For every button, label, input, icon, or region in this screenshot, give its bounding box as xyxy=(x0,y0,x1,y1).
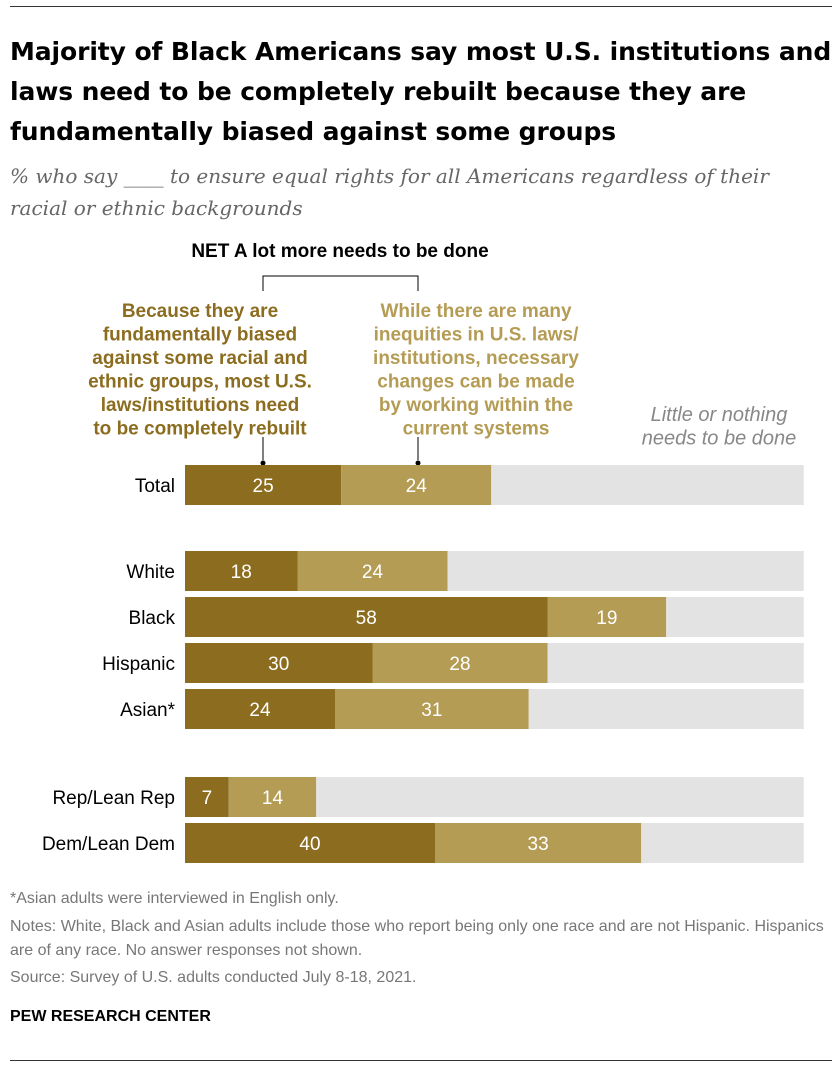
series-annotation-2: While there are many inequities in U.S. l… xyxy=(373,301,579,440)
data-label: 33 xyxy=(528,834,549,855)
bar-segment-series-1 xyxy=(185,777,229,817)
data-label: 28 xyxy=(449,654,470,675)
data-label: 24 xyxy=(406,476,428,497)
bar-segment-series-3 xyxy=(491,465,804,505)
data-label: 18 xyxy=(231,562,252,583)
category-label: White xyxy=(126,562,175,583)
annotation-dot-1 xyxy=(260,460,266,466)
bar-segment-series-1 xyxy=(185,465,342,505)
data-label: 24 xyxy=(249,700,271,721)
bar-segment-series-1 xyxy=(185,643,373,683)
bar-segment-series-2 xyxy=(435,823,642,863)
net-bracket xyxy=(262,275,419,291)
top-rule xyxy=(10,6,832,7)
category-label: Asian* xyxy=(120,700,176,721)
bar-segment-series-2 xyxy=(297,551,448,591)
bar-segment-series-2 xyxy=(228,777,317,817)
source-note: Source: Survey of U.S. adults conducted … xyxy=(10,969,417,986)
stacked-bar-chart: NET A lot more needs to be done Because t… xyxy=(42,241,804,863)
bar-segment-series-3 xyxy=(447,551,804,591)
asterisk-note: *Asian adults were interviewed in Englis… xyxy=(10,890,339,907)
bar-segment-series-3 xyxy=(528,689,804,729)
category-label: Rep/Lean Rep xyxy=(52,788,175,809)
bar-segment-series-2 xyxy=(335,689,529,729)
bar-segment-series-3 xyxy=(316,777,804,817)
chart-subtitle: % who say ____ to ensure equal rights fo… xyxy=(10,164,769,220)
bar-segment-series-1 xyxy=(185,551,298,591)
series-annotation-1: Because they are fundamentally biased agai… xyxy=(88,301,312,440)
bar-segment-series-3 xyxy=(666,597,804,637)
data-label: 58 xyxy=(356,608,377,629)
data-label: 25 xyxy=(253,476,274,497)
data-label: 31 xyxy=(421,700,442,721)
bar-segment-series-2 xyxy=(341,465,492,505)
bar-segment-series-2 xyxy=(547,597,667,637)
bottom-rule xyxy=(10,1060,832,1061)
bar-segment-series-1 xyxy=(185,689,335,729)
data-label: 30 xyxy=(268,654,289,675)
notes: Notes: White, Black and Asian adults inc… xyxy=(10,918,824,959)
chart-title: Majority of Black Americans say most U.S… xyxy=(10,37,832,146)
series-annotation-3: Little or nothing needs to be done xyxy=(642,404,797,450)
pew-research-center-logo: PEW RESEARCH CENTER xyxy=(10,1008,211,1025)
data-label: 40 xyxy=(299,834,320,855)
data-label: 14 xyxy=(262,788,284,809)
bar-segment-series-2 xyxy=(372,643,548,683)
category-label: Total xyxy=(135,476,175,497)
annotation-dot-2 xyxy=(415,460,421,466)
data-label: 24 xyxy=(362,562,384,583)
bar-segment-series-3 xyxy=(641,823,804,863)
bar-segment-series-3 xyxy=(547,643,804,683)
category-label: Hispanic xyxy=(102,654,175,675)
bar-segment-series-1 xyxy=(185,597,548,637)
data-label: 7 xyxy=(202,788,213,809)
category-label: Black xyxy=(129,608,176,629)
bar-segment-series-1 xyxy=(185,823,435,863)
data-label: 19 xyxy=(596,608,617,629)
category-label: Dem/Lean Dem xyxy=(42,834,175,855)
net-group-label: NET A lot more needs to be done xyxy=(191,241,488,262)
